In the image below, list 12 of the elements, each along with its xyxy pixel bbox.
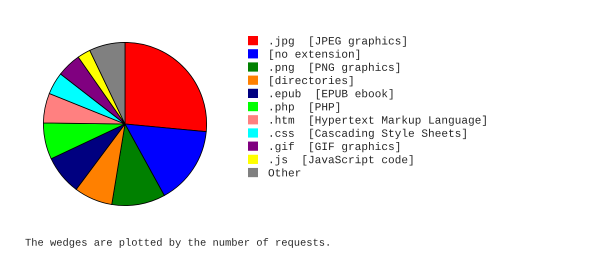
legend-label: [no extension]: [270, 50, 360, 60]
legend-label: .gif [GIF graphics]: [270, 142, 400, 152]
legend-label: .png [PNG graphics]: [270, 62, 400, 74]
legend-label: .htm [Hypertext Markup Language]: [270, 116, 486, 126]
legend-label: [directories]: [270, 76, 352, 86]
legend-label: .epub [EPUB ebook]: [270, 89, 392, 100]
legend-label: .php [PHP]: [270, 102, 340, 113]
legend-label: .jpg [JPEG graphics]: [270, 36, 406, 47]
legend-label: .css [Cascading Style Sheets]: [270, 128, 466, 140]
legend-label: .js [JavaScript code]: [270, 155, 412, 166]
legend-label: Other: [268, 168, 300, 176]
text: The wedges are plotted by the number of requests.: [25, 238, 329, 248]
